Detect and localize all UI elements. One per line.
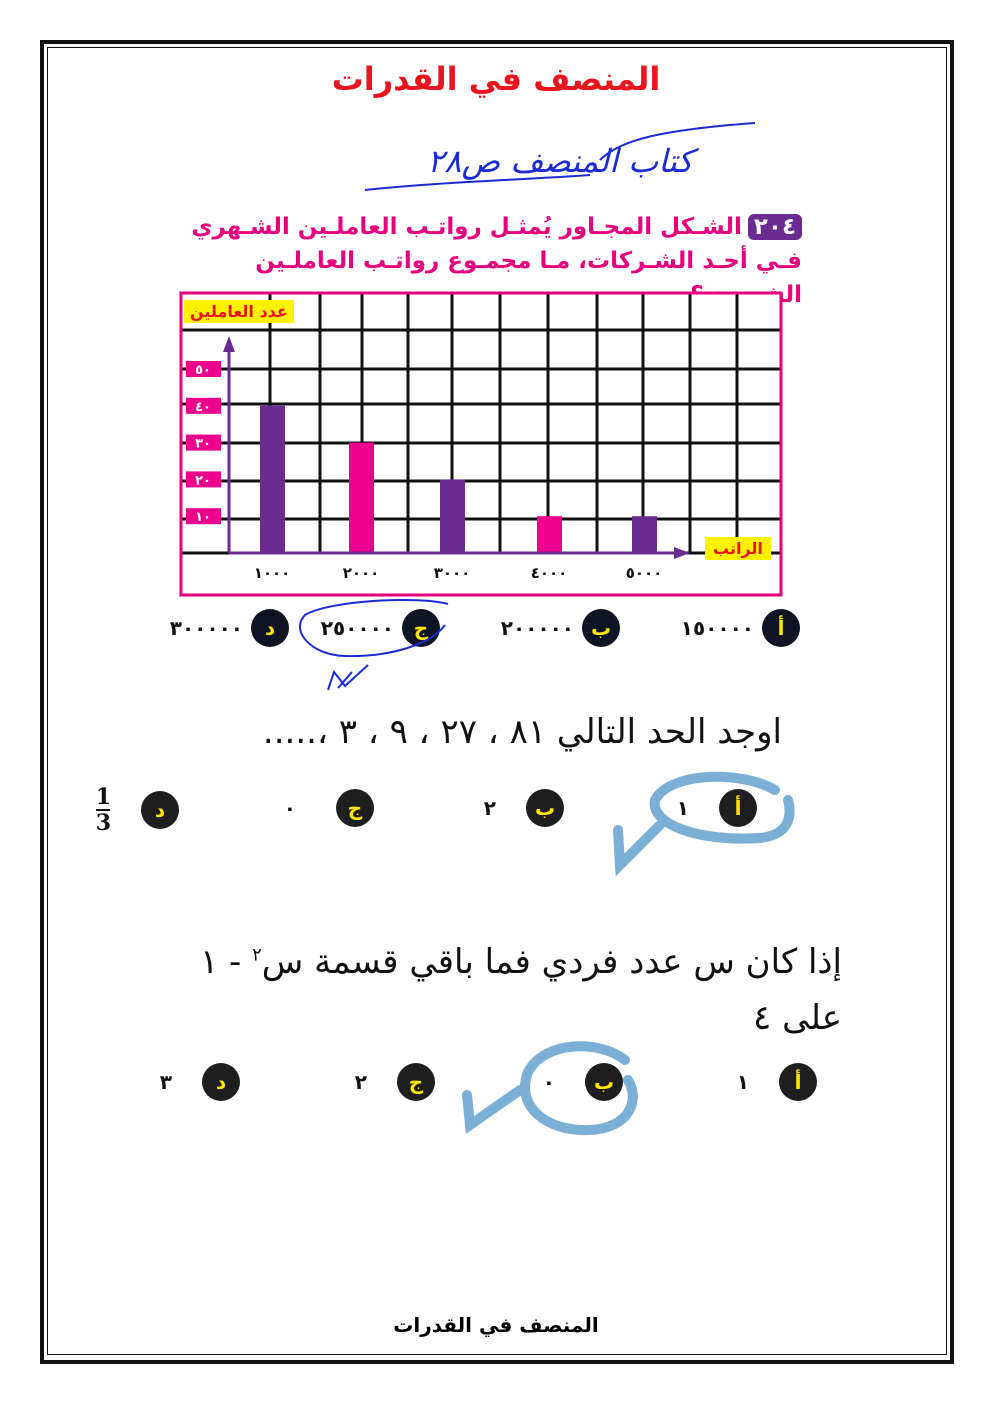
page-title: المنصف في القدرات (331, 60, 661, 98)
bar-5000 (632, 516, 657, 553)
bar-1000 (260, 405, 285, 553)
option-letter-badge: أ (779, 1063, 817, 1101)
q1-option-c[interactable]: ج ٢٥٠٠٠٠ (321, 609, 440, 647)
bar-3000 (440, 479, 465, 553)
option-letter-badge: أ (719, 789, 757, 827)
page-border-inner (47, 47, 947, 1355)
question-2-text: اوجد الحد التالي ٨١ ، ٢٧ ، ٩ ، ٣ ،..... (262, 712, 782, 752)
option-value: ٠ (542, 1070, 555, 1094)
option-letter-badge: ب (526, 789, 564, 827)
bar-2000 (349, 442, 374, 553)
y-tick-label: ٢٠ (195, 473, 211, 488)
q1-option-b[interactable]: ب ٢٠٠٠٠٠ (501, 609, 620, 647)
question-number-badge: ٢٠٤ (747, 214, 802, 240)
y-tick-label: ٣٠ (195, 437, 211, 452)
page-footer: المنصف في القدرات (393, 1313, 599, 1337)
y-tick-box (186, 471, 221, 488)
page-border (40, 40, 954, 1364)
question-3-line-1: إذا كان س عدد فردي فما باقي قسمة س٢ - ١ (199, 942, 842, 982)
option-letter-badge: د (202, 1063, 240, 1101)
y-tick-box (186, 397, 221, 414)
option-letter-badge: ج (397, 1063, 435, 1101)
x-tick-label: ١٠٠٠ (254, 564, 291, 582)
option-letter-badge: ج (402, 609, 440, 647)
option-value: ٢٥٠٠٠٠ (320, 616, 394, 640)
option-letter-badge: ج (336, 789, 374, 827)
x-tick-label: ٣٠٠٠ (434, 564, 471, 582)
bar-4000 (537, 516, 562, 553)
x-tick-label: ٥٠٠٠ (626, 564, 663, 582)
option-value: ٢ (483, 796, 496, 820)
question-3-line-2: على ٤ (753, 998, 842, 1038)
chart-frame (179, 291, 783, 597)
option-letter-badge: د (251, 609, 289, 647)
option-letter-badge: ب (582, 609, 620, 647)
option-value: ٣٠٠٠٠٠ (169, 616, 243, 640)
option-value: ١٥٠٠٠٠ (680, 616, 754, 640)
option-letter-badge: د (141, 791, 179, 829)
y-tick-box (186, 361, 221, 377)
q1-option-d[interactable]: د ٣٠٠٠٠٠ (170, 609, 289, 647)
x-axis-label: الراتب (705, 537, 771, 560)
y-tick-label: ٥٠ (195, 363, 211, 378)
q1-option-a[interactable]: أ ١٥٠٠٠٠ (681, 609, 800, 647)
option-letter-badge: أ (762, 609, 800, 647)
y-tick-box (186, 434, 221, 451)
y-tick-box (186, 508, 221, 525)
option-value: ١ (676, 796, 689, 820)
x-tick-label: ٢٠٠٠ (343, 564, 380, 582)
option-value: ٢٠٠٠٠٠ (500, 616, 574, 640)
option-value: ٢ (354, 1070, 367, 1094)
option-value: ٠ (283, 796, 296, 820)
y-axis-arrow (223, 336, 235, 352)
svg-text:كتاب المنصف ص٢٨: كتاب المنصف ص٢٨ (427, 142, 700, 180)
salary-bar-chart: ١٠٠٠ ٢٠٠٠ ٣٠٠٠ ٤٠٠٠ ٥٠٠٠ ١٠ ٢٠ ٣٠ ٤٠ ٥٠ (179, 291, 783, 597)
x-axis-arrow (674, 547, 690, 559)
handwritten-note: كتاب المنصف ص٢٨ (364, 122, 756, 191)
y-tick-label: ٤٠ (195, 400, 211, 415)
option-value: ١ (736, 1070, 749, 1094)
y-tick-label: ١٠ (195, 510, 211, 525)
option-value: ٣ (159, 1070, 172, 1094)
option-letter-badge: ب (585, 1063, 623, 1101)
x-tick-label: ٤٠٠٠ (531, 564, 568, 582)
y-axis-label: عدد العاملين (184, 300, 294, 323)
